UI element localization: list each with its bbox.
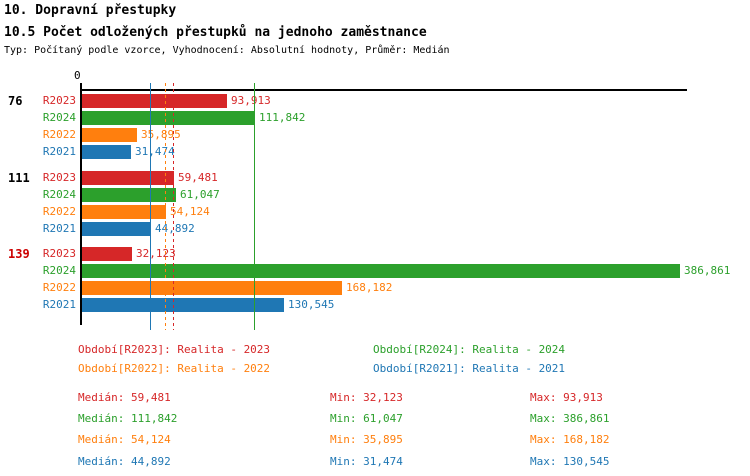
y-axis-line bbox=[80, 83, 82, 325]
stat-median-r2022: Medián: 54,124 bbox=[78, 433, 171, 446]
row-label-r2022: R2022 bbox=[42, 128, 76, 141]
stat-median-r2024: Medián: 111,842 bbox=[78, 412, 178, 425]
bar-r2023 bbox=[82, 171, 174, 185]
bar-r2022 bbox=[82, 205, 166, 219]
bar-r2021 bbox=[82, 222, 151, 236]
stat-max-r2021: Max: 130,545 bbox=[530, 455, 610, 468]
bar-value-label: 44,892 bbox=[155, 222, 195, 235]
bar-r2024 bbox=[82, 188, 176, 202]
bar-chart-canvas: 0 76 R2023 93,913 R2024 111,842 R2022 35,895 R2… bbox=[0, 60, 750, 335]
row-label-r2023: R2023 bbox=[42, 247, 76, 260]
group-label: 76 bbox=[8, 94, 23, 108]
row-label-r2021: R2021 bbox=[42, 145, 76, 158]
median-line-r2024 bbox=[254, 83, 255, 330]
group-label: 139 bbox=[8, 247, 30, 261]
median-line-r2022 bbox=[165, 83, 166, 330]
bar-value-label: 32,123 bbox=[136, 247, 176, 260]
bar-r2023 bbox=[82, 94, 227, 108]
legend-item-r2022: Období[R2022]: Realita - 2022 bbox=[78, 362, 271, 375]
stat-median-r2023: Medián: 59,481 bbox=[78, 391, 171, 404]
row-label-r2021: R2021 bbox=[42, 298, 76, 311]
x-axis-origin-label: 0 bbox=[74, 69, 81, 82]
bar-r2022 bbox=[82, 281, 342, 295]
stat-max-r2023: Max: 93,913 bbox=[530, 391, 603, 404]
median-line-r2021 bbox=[150, 83, 151, 330]
legend-item-r2024: Období[R2024]: Realita - 2024 bbox=[373, 343, 566, 356]
bar-r2024 bbox=[82, 111, 255, 125]
row-label-r2022: R2022 bbox=[42, 281, 76, 294]
bar-value-label: 61,047 bbox=[180, 188, 220, 201]
row-label-r2024: R2024 bbox=[42, 264, 76, 277]
row-label-r2023: R2023 bbox=[42, 171, 76, 184]
stat-min-r2023: Min: 32,123 bbox=[330, 391, 403, 404]
row-label-r2022: R2022 bbox=[42, 205, 76, 218]
bar-r2022 bbox=[82, 128, 137, 142]
x-axis-line bbox=[80, 89, 687, 91]
bar-value-label: 54,124 bbox=[170, 205, 210, 218]
stat-median-r2021: Medián: 44,892 bbox=[78, 455, 171, 468]
row-label-r2023: R2023 bbox=[42, 94, 76, 107]
bar-value-label: 31,474 bbox=[135, 145, 175, 158]
stat-min-r2024: Min: 61,047 bbox=[330, 412, 403, 425]
bar-r2021 bbox=[82, 145, 131, 159]
bar-value-label: 130,545 bbox=[288, 298, 335, 311]
bar-value-label: 386,861 bbox=[684, 264, 731, 277]
bar-value-label: 93,913 bbox=[231, 94, 271, 107]
stat-min-r2022: Min: 35,895 bbox=[330, 433, 403, 446]
median-line-r2023 bbox=[173, 83, 174, 330]
page-title: 10. Dopravní přestupky bbox=[4, 3, 177, 18]
chart-title: 10.5 Počet odložených přestupků na jedno… bbox=[4, 25, 427, 40]
legend-item-r2023: Období[R2023]: Realita - 2023 bbox=[78, 343, 271, 356]
row-label-r2024: R2024 bbox=[42, 188, 76, 201]
chart-meta: Typ: Počítaný podle vzorce, Vyhodnocení:… bbox=[4, 45, 450, 56]
bar-value-label: 59,481 bbox=[178, 171, 218, 184]
bar-r2023 bbox=[82, 247, 132, 261]
bar-r2021 bbox=[82, 298, 284, 312]
bar-value-label: 35,895 bbox=[141, 128, 181, 141]
group-label: 111 bbox=[8, 171, 30, 185]
bar-r2024 bbox=[82, 264, 680, 278]
stat-max-r2022: Max: 168,182 bbox=[530, 433, 610, 446]
stat-max-r2024: Max: 386,861 bbox=[530, 412, 610, 425]
stat-min-r2021: Min: 31,474 bbox=[330, 455, 403, 468]
bar-value-label: 111,842 bbox=[259, 111, 306, 124]
legend-item-r2021: Období[R2021]: Realita - 2021 bbox=[373, 362, 566, 375]
row-label-r2024: R2024 bbox=[42, 111, 76, 124]
row-label-r2021: R2021 bbox=[42, 222, 76, 235]
bar-value-label: 168,182 bbox=[346, 281, 393, 294]
